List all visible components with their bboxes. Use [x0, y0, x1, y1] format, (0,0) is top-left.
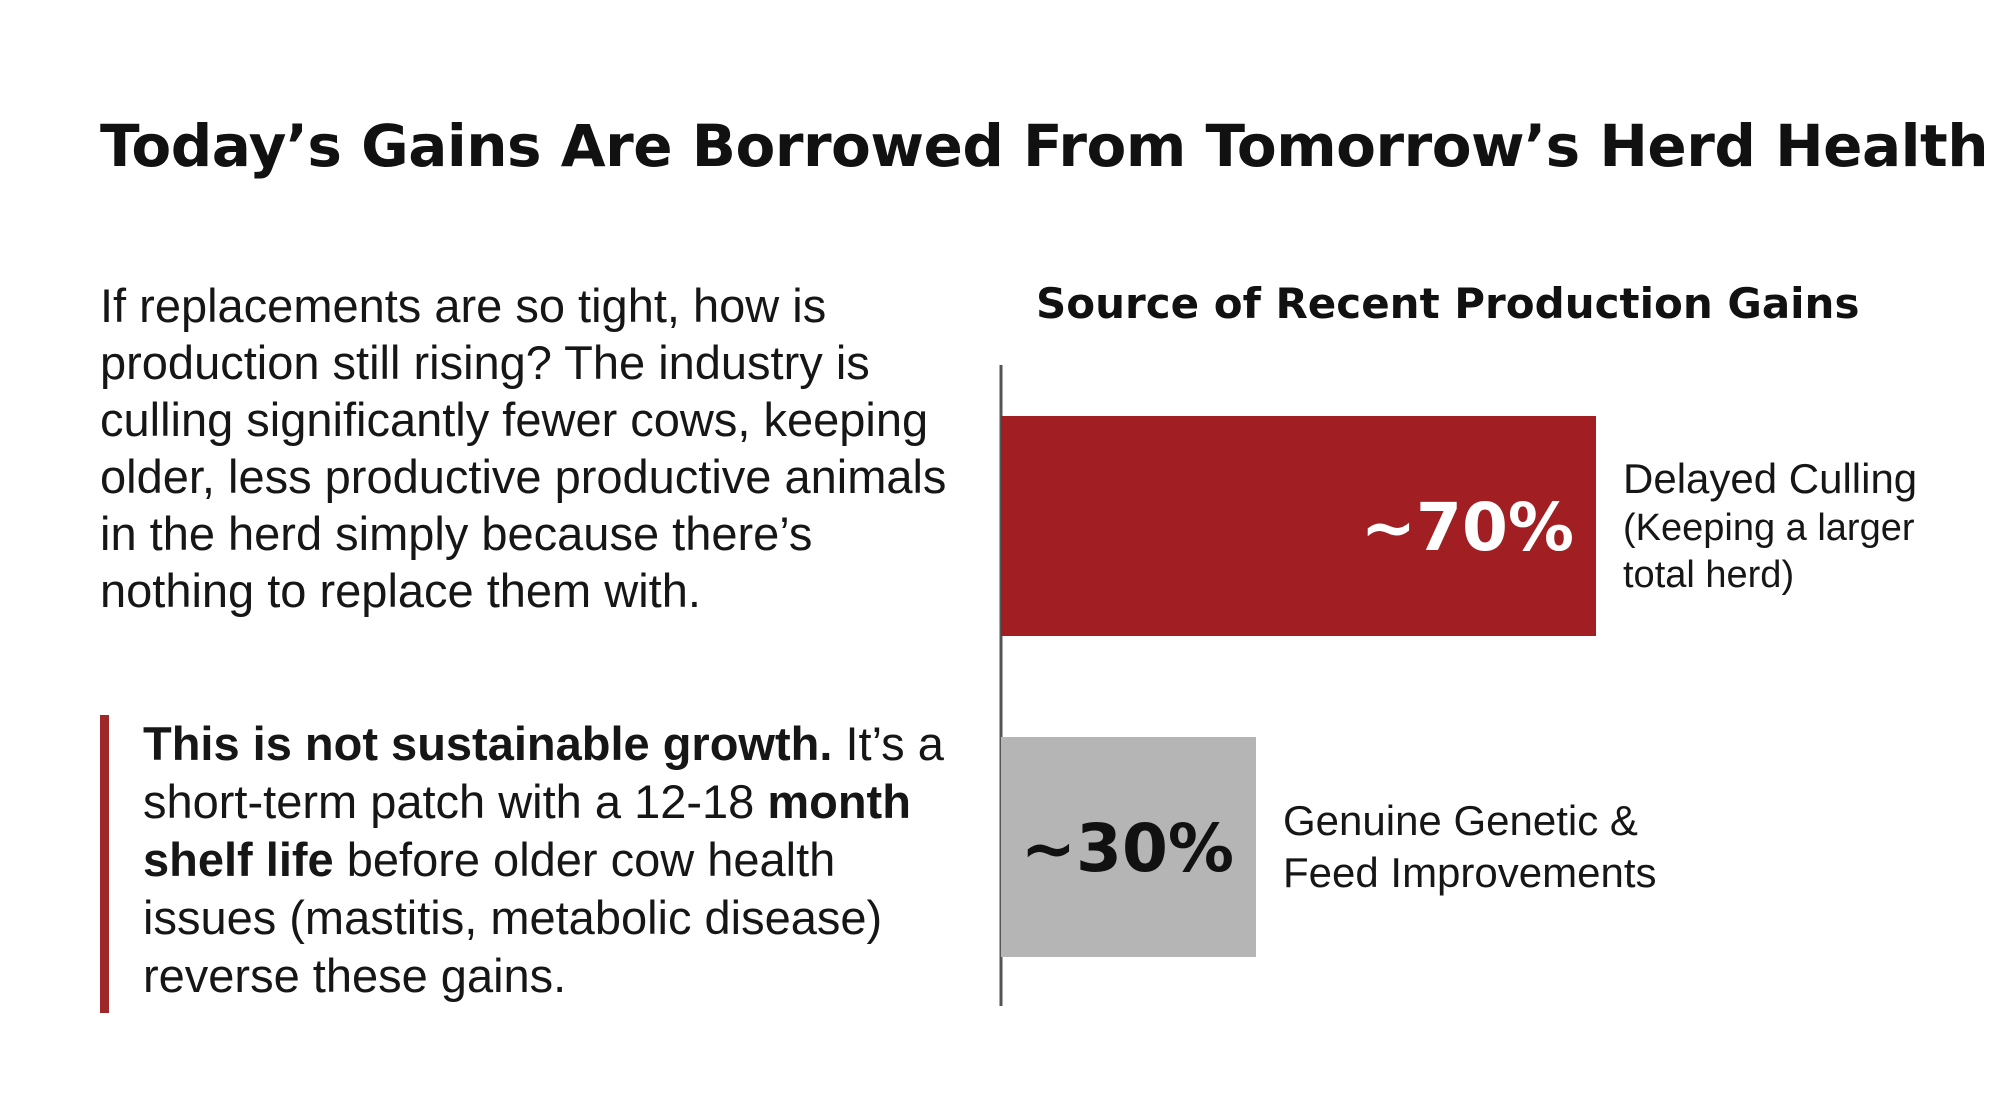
callout-accent-bar [100, 715, 109, 1013]
callout-text-part-2: before older cow health issues (mastitis… [143, 833, 883, 1002]
bar-2-category-label: Genuine Genetic & Feed Improvements [1283, 797, 1657, 896]
slide-title: Today’s Gains Are Borrowed From Tomorrow… [100, 112, 1989, 180]
callout: This is not sustainable growth. It’s a s… [100, 715, 960, 1013]
chart-title: Source of Recent Production Gains [1036, 279, 1860, 328]
bar-1-category-line-2: (Keeping a larger [1623, 507, 1915, 549]
callout-bold-lead: This is not sustainable growth. [143, 717, 833, 770]
bar-1-category-line-3: total herd) [1623, 554, 1794, 596]
bar-1-value-label: ~70% [1361, 489, 1574, 566]
callout-text: This is not sustainable growth. It’s a s… [143, 715, 973, 1005]
body-paragraph: If replacements are so tight, how is pro… [100, 279, 947, 617]
bar-1-category-line-1: Delayed Culling [1623, 455, 1917, 502]
bar-1 [1001, 416, 1596, 636]
callout-text-part-1: It’s a short-term patch with a 12-18 [143, 717, 944, 828]
bar-1-category-label: Delayed Culling (Keeping a larger total he… [1623, 455, 1917, 596]
bar-chart: ~70% Delayed Culling (Keeping a larger tota… [999, 365, 1917, 1006]
bar-2 [1001, 737, 1256, 957]
bar-2-category-line-1: Genuine Genetic & [1283, 797, 1638, 844]
callout-bold-mid: month shelf life [143, 775, 911, 886]
bar-2-value-label: ~30% [1021, 810, 1234, 887]
bar-2-category-line-2: Feed Improvements [1283, 849, 1657, 896]
